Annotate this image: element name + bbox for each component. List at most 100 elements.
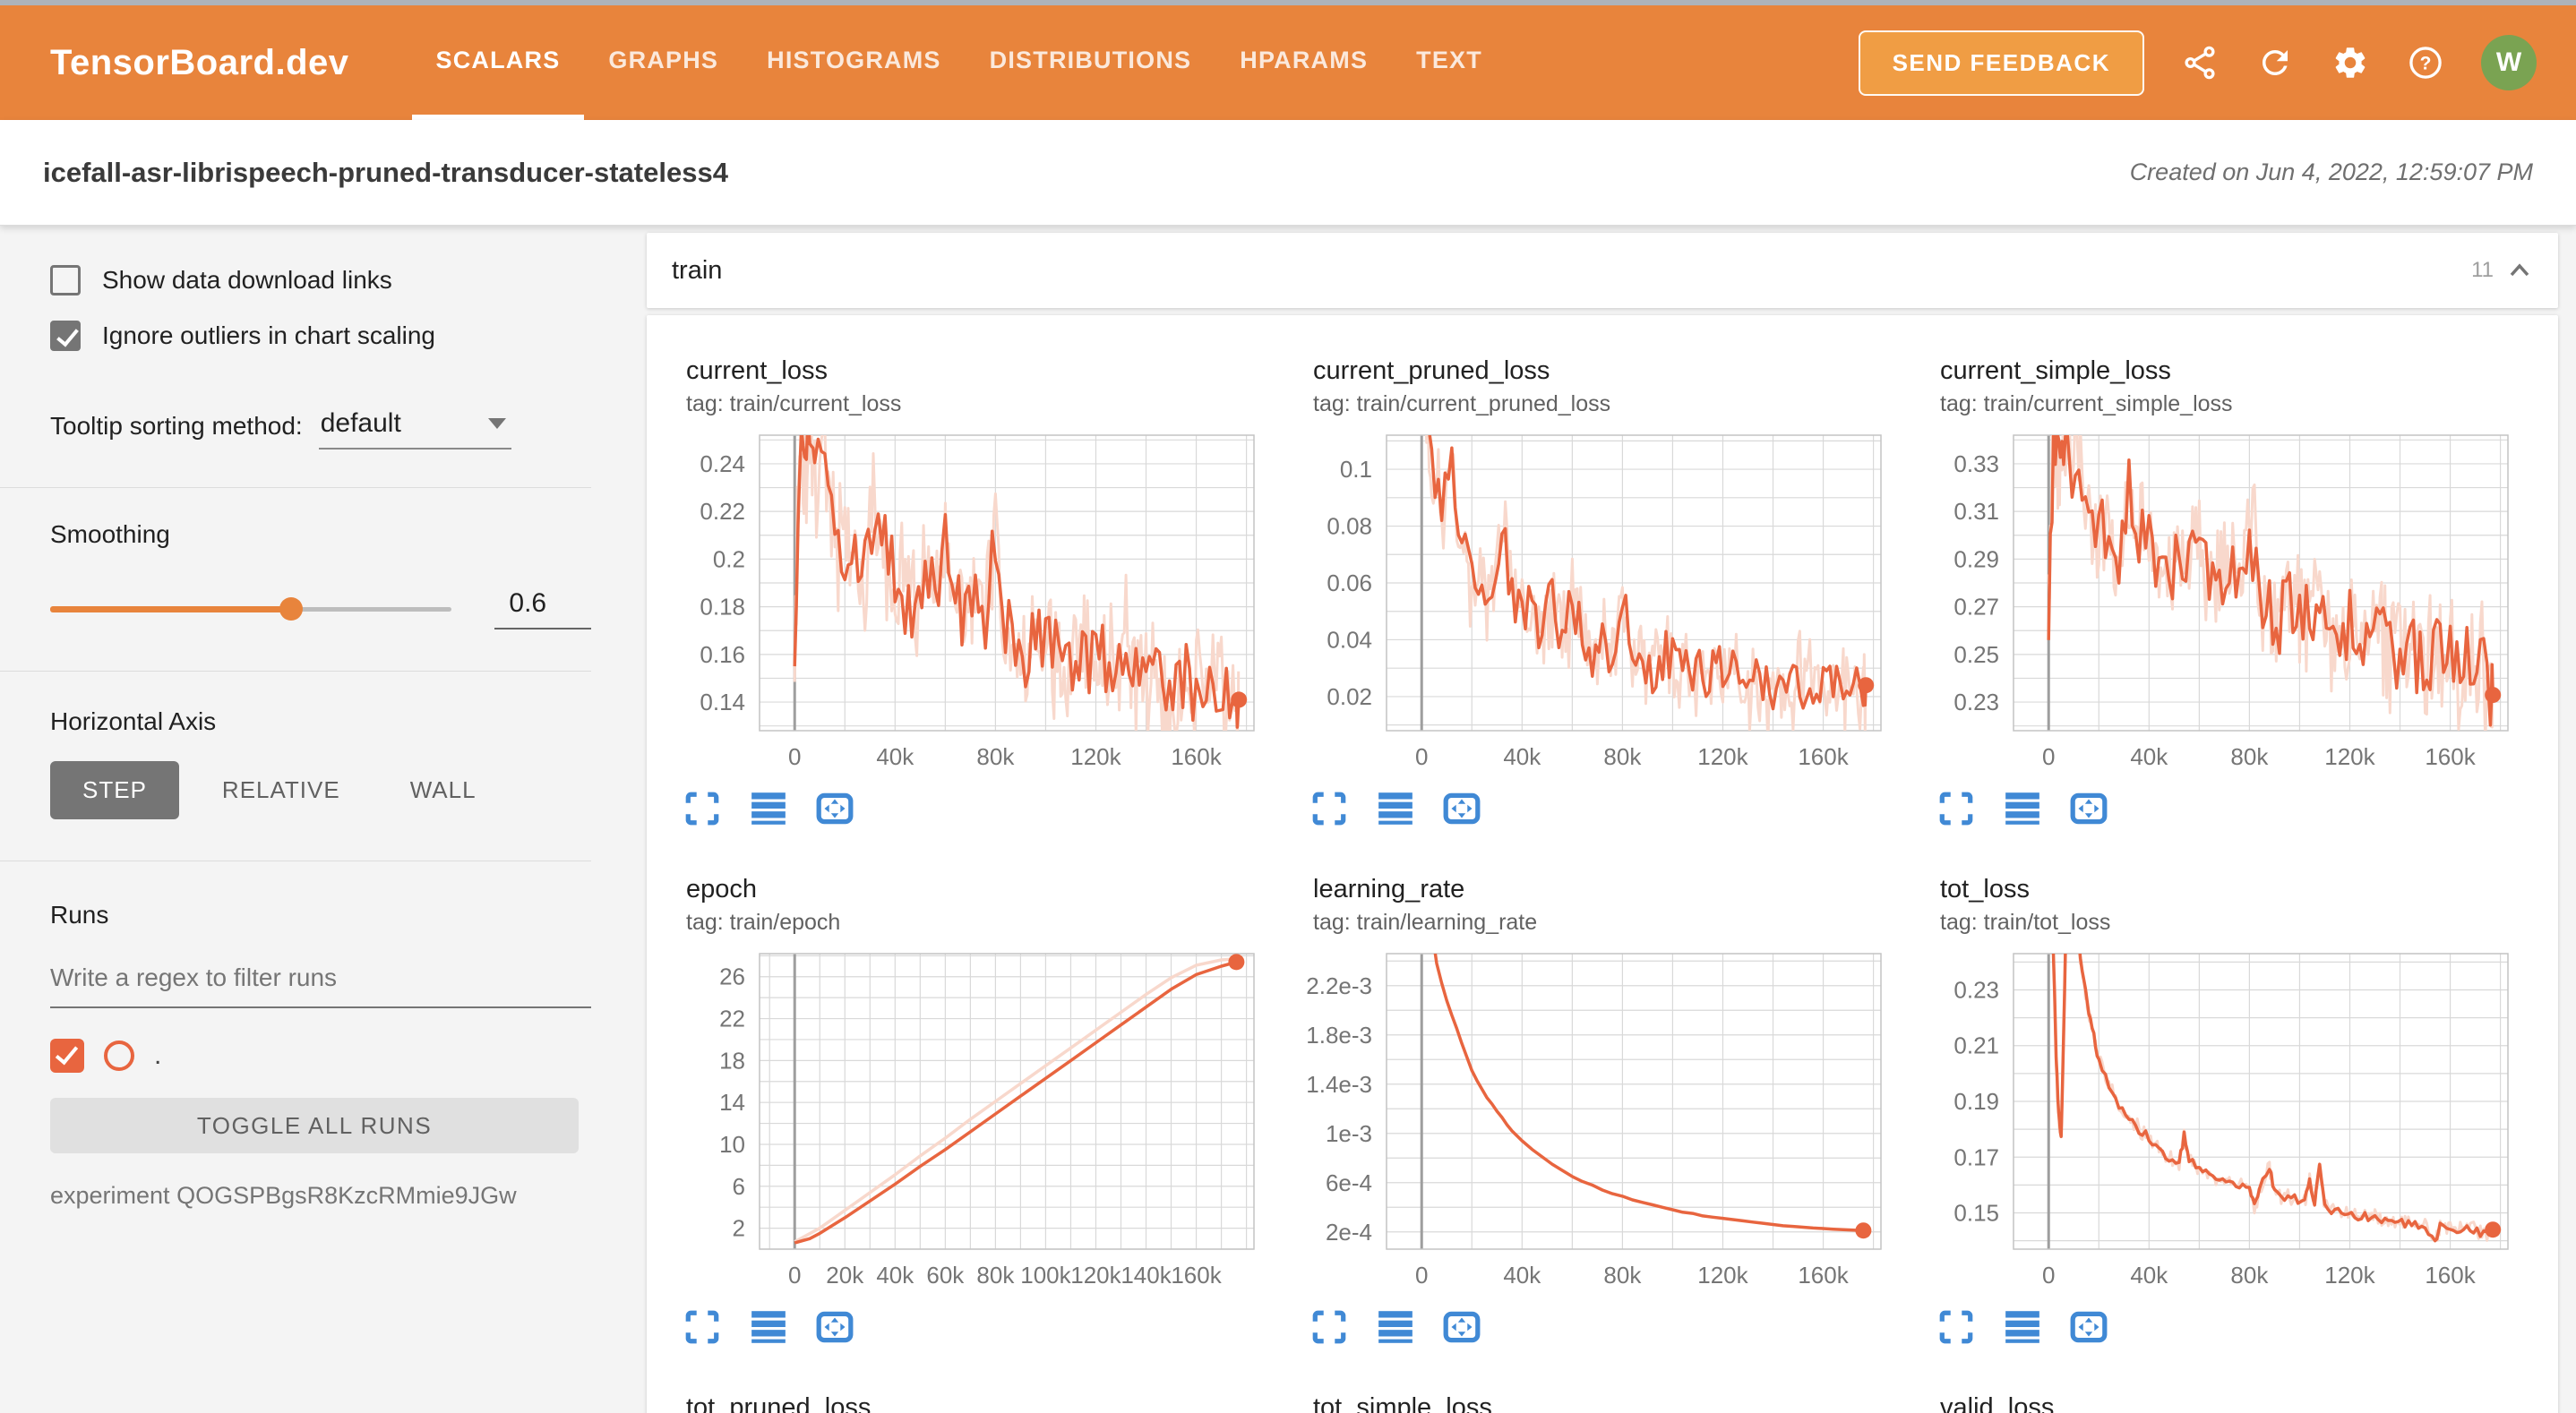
tooltip-sorting-select[interactable]: default	[318, 408, 511, 450]
chart-title: current_loss	[686, 356, 828, 385]
expand-chart-icon[interactable]	[1309, 789, 1349, 828]
svg-text:20k: 20k	[826, 1262, 864, 1289]
svg-text:40k: 40k	[1503, 1262, 1541, 1289]
line-chart[interactable]: 0 40k 80k 120k 160k 0.02 0.04 0.06 0.08 0.1	[1293, 428, 1893, 774]
svg-text:40k: 40k	[876, 743, 914, 770]
fit-domain-icon[interactable]	[1442, 789, 1481, 828]
expand-chart-icon[interactable]	[1309, 1307, 1349, 1347]
svg-text:22: 22	[719, 1006, 745, 1032]
fit-domain-icon[interactable]	[1442, 1307, 1481, 1347]
svg-text:14: 14	[719, 1089, 745, 1116]
tab-graphs[interactable]: GRAPHS	[608, 46, 719, 73]
line-chart[interactable]: 0 40k 80k 120k 160k 0.15 0.17 0.19 0.21 0.23	[1920, 946, 2520, 1292]
train-section-title: train	[672, 255, 723, 285]
chart-tag: tag: train/current_pruned_loss	[1313, 391, 1611, 416]
scalar-chart-card-current_loss: current_loss tag: train/current_loss 0 40k 8…	[666, 356, 1284, 828]
svg-text:2: 2	[733, 1215, 745, 1242]
tab-scalars[interactable]: SCALARS	[411, 5, 585, 120]
svg-text:80k: 80k	[976, 1262, 1015, 1289]
axis-relative-button[interactable]: RELATIVE	[221, 776, 340, 803]
data-table-icon[interactable]	[2003, 1307, 2042, 1347]
svg-text:0: 0	[1415, 1262, 1428, 1289]
tab-distributions[interactable]: DISTRIBUTIONS	[989, 46, 1192, 73]
tab-histograms[interactable]: HISTOGRAMS	[767, 46, 941, 73]
svg-text:60k: 60k	[926, 1262, 965, 1289]
svg-text:160k: 160k	[2425, 1262, 2476, 1289]
data-table-icon[interactable]	[1376, 1307, 1415, 1347]
run-row: .	[50, 1039, 591, 1073]
fit-domain-icon[interactable]	[815, 1307, 854, 1347]
svg-text:0.08: 0.08	[1327, 513, 1372, 540]
smoothing-label: Smoothing	[50, 520, 170, 548]
show-download-links-row[interactable]: Show data download links	[50, 265, 591, 295]
line-chart[interactable]: 0 40k 80k 120k 160k 2e-4 6e-4 1e-3 1.4e-3 1.8e-3 2…	[1293, 946, 1893, 1292]
slider-knob[interactable]	[279, 597, 304, 621]
send-feedback-button[interactable]: SEND FEEDBACK	[1858, 30, 2144, 96]
share-icon[interactable]	[2180, 43, 2220, 82]
chart-title: epoch	[686, 875, 758, 903]
svg-text:0.06: 0.06	[1327, 569, 1372, 596]
expand-chart-icon[interactable]	[1936, 789, 1976, 828]
fit-domain-icon[interactable]	[2069, 789, 2108, 828]
experiment-title: icefall-asr-librispeech-pruned-transduce…	[43, 156, 728, 188]
show-download-links-checkbox[interactable]	[50, 265, 81, 295]
expand-chart-icon[interactable]	[1936, 1307, 1976, 1347]
svg-text:1e-3: 1e-3	[1326, 1120, 1372, 1147]
run-checkbox[interactable]	[50, 1039, 84, 1073]
chart-count-badge: 11	[2471, 258, 2494, 282]
ignore-outliers-checkbox[interactable]	[50, 321, 81, 351]
chart-actions	[683, 1307, 1284, 1347]
svg-text:0.04: 0.04	[1327, 626, 1372, 653]
toggle-all-runs-button[interactable]: TOGGLE ALL RUNS	[50, 1098, 579, 1153]
chart-title: tot_simple_loss	[1313, 1393, 1492, 1413]
svg-text:0.33: 0.33	[1953, 450, 1999, 477]
show-download-links-label: Show data download links	[102, 266, 392, 294]
data-table-icon[interactable]	[1376, 789, 1415, 828]
svg-text:40k: 40k	[2130, 1262, 2168, 1289]
fit-domain-icon[interactable]	[815, 789, 854, 828]
app-bar-actions: SEND FEEDBACK ? W	[1858, 30, 2537, 96]
svg-text:6: 6	[733, 1173, 745, 1200]
run-color-circle[interactable]	[104, 1040, 134, 1071]
runs-filter-input[interactable]	[50, 963, 591, 1008]
svg-text:1.8e-3: 1.8e-3	[1306, 1022, 1372, 1049]
settings-gear-icon[interactable]	[2331, 43, 2370, 82]
data-table-icon[interactable]	[2003, 789, 2042, 828]
svg-text:0.14: 0.14	[700, 689, 745, 715]
tab-hparams[interactable]: HPARAMS	[1240, 46, 1369, 73]
tab-text[interactable]: TEXT	[1416, 46, 1482, 73]
fit-domain-icon[interactable]	[2069, 1307, 2108, 1347]
train-section-collapse[interactable]: 11	[2471, 258, 2533, 283]
line-chart[interactable]: 0 40k 80k 120k 160k 0.14 0.16 0.18 0.2 0.22 0.24	[666, 428, 1267, 774]
svg-text:140k: 140k	[1121, 1262, 1172, 1289]
app-logo: TensorBoard.dev	[50, 42, 349, 82]
chart-tag: tag: train/tot_loss	[1940, 910, 2111, 935]
help-icon[interactable]: ?	[2406, 43, 2445, 82]
chart-title: tot_pruned_loss	[686, 1393, 872, 1413]
smoothing-slider[interactable]	[50, 597, 452, 621]
line-chart[interactable]: 0 20k 40k 60k 80k 100k 120k 140k 160k26101418222…	[666, 946, 1267, 1292]
data-table-icon[interactable]	[749, 789, 788, 828]
chart-tag: tag: train/current_loss	[686, 391, 902, 416]
axis-step-button[interactable]: STEP	[50, 761, 179, 819]
axis-wall-button[interactable]: WALL	[409, 776, 477, 803]
refresh-icon[interactable]	[2255, 43, 2295, 82]
smoothing-value[interactable]: 0.6	[494, 588, 591, 629]
expand-chart-icon[interactable]	[683, 1307, 722, 1347]
scalar-chart-card-tot_loss: tot_loss tag: train/tot_loss 0 40k 80k 120k 16…	[1920, 875, 2538, 1347]
train-section-header[interactable]: train 11	[647, 233, 2558, 308]
svg-text:2.2e-3: 2.2e-3	[1306, 972, 1372, 999]
user-avatar[interactable]: W	[2481, 35, 2537, 90]
line-chart[interactable]: 0 40k 80k 120k 160k 0.23 0.25 0.27 0.29 0.31 0.33	[1920, 428, 2520, 774]
svg-text:160k: 160k	[1171, 1262, 1222, 1289]
window-top-edge	[0, 0, 2576, 5]
svg-text:0.19: 0.19	[1953, 1088, 1999, 1115]
run-name: .	[154, 1040, 162, 1070]
chart-tag: tag: train/epoch	[686, 910, 841, 935]
data-table-icon[interactable]	[749, 1307, 788, 1347]
expand-chart-icon[interactable]	[683, 789, 722, 828]
ignore-outliers-row[interactable]: Ignore outliers in chart scaling	[50, 321, 591, 351]
charts-card: current_loss tag: train/current_loss 0 40k 8…	[647, 315, 2558, 1413]
horizontal-axis-label: Horizontal Axis	[50, 707, 217, 735]
